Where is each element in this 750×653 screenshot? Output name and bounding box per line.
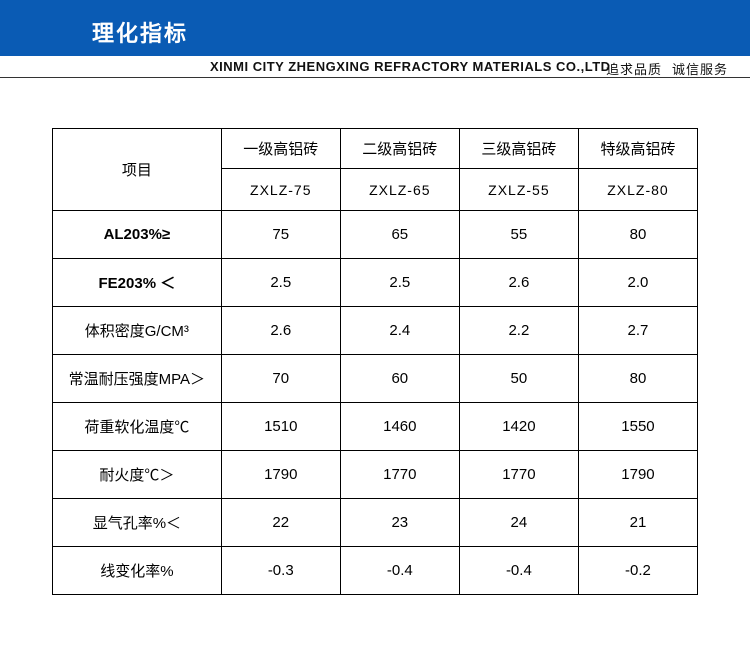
value-cell: 60 [340,355,459,403]
value-cell: -0.4 [459,547,578,595]
prop-cell: 荷重软化温度℃ [53,403,222,451]
header-bar: 理化指标 [0,0,750,56]
table-header-row-1: 项目 一级高铝砖 二级高铝砖 三级高铝砖 特级高铝砖 [53,129,698,169]
value-cell: 1420 [459,403,578,451]
value-cell: 50 [459,355,578,403]
value-cell: 55 [459,211,578,259]
table-row: 显气孔率%＜ 22 23 24 21 [53,499,698,547]
spec-table-wrap: 项目 一级高铝砖 二级高铝砖 三级高铝砖 特级高铝砖 ZXLZ-75 ZXLZ-… [52,128,698,595]
prop-cell: 显气孔率%＜ [53,499,222,547]
prop-cell: 常温耐压强度MPA＞ [53,355,222,403]
company-name: XINMI CITY ZHENGXING REFRACTORY MATERIAL… [210,59,611,74]
page-title: 理化指标 [92,16,188,48]
value-cell: 21 [578,499,697,547]
value-cell: 2.2 [459,307,578,355]
value-cell: 70 [221,355,340,403]
prop-cell: FE203% ＜ [53,259,222,307]
value-cell: 2.5 [221,259,340,307]
value-cell: 1510 [221,403,340,451]
value-cell: 1770 [459,451,578,499]
value-cell: 80 [578,355,697,403]
value-cell: 1770 [340,451,459,499]
grade-code: ZXLZ-75 [221,169,340,211]
grade-code: ZXLZ-65 [340,169,459,211]
table-row: FE203% ＜ 2.5 2.5 2.6 2.0 [53,259,698,307]
grade-code: ZXLZ-55 [459,169,578,211]
value-cell: 80 [578,211,697,259]
prop-header: 项目 [53,129,222,211]
grade-label: 一级高铝砖 [221,129,340,169]
slogan-2: 诚信服务 [672,62,728,77]
value-cell: 2.5 [340,259,459,307]
grade-label: 二级高铝砖 [340,129,459,169]
value-cell: 22 [221,499,340,547]
value-cell: 1790 [221,451,340,499]
value-cell: -0.2 [578,547,697,595]
value-cell: 2.0 [578,259,697,307]
grade-code: ZXLZ-80 [578,169,697,211]
prop-cell: 线变化率% [53,547,222,595]
value-cell: 23 [340,499,459,547]
grade-label: 特级高铝砖 [578,129,697,169]
prop-cell: 耐火度℃＞ [53,451,222,499]
slogan-1: 追求品质 [606,62,662,77]
value-cell: -0.3 [221,547,340,595]
value-cell: 24 [459,499,578,547]
value-cell: 2.7 [578,307,697,355]
value-cell: -0.4 [340,547,459,595]
value-cell: 2.6 [221,307,340,355]
value-cell: 2.4 [340,307,459,355]
table-row: AL203%≥ 75 65 55 80 [53,211,698,259]
value-cell: 1550 [578,403,697,451]
table-row: 常温耐压强度MPA＞ 70 60 50 80 [53,355,698,403]
table-row: 线变化率% -0.3 -0.4 -0.4 -0.2 [53,547,698,595]
table-row: 耐火度℃＞ 1790 1770 1770 1790 [53,451,698,499]
value-cell: 1460 [340,403,459,451]
value-cell: 1790 [578,451,697,499]
grade-label: 三级高铝砖 [459,129,578,169]
slogan: 追求品质诚信服务 [596,59,728,78]
table-row: 荷重软化温度℃ 1510 1460 1420 1550 [53,403,698,451]
table-row: 体积密度G/CM³ 2.6 2.4 2.2 2.7 [53,307,698,355]
value-cell: 2.6 [459,259,578,307]
sub-header-line: XINMI CITY ZHENGXING REFRACTORY MATERIAL… [0,56,750,78]
prop-cell: 体积密度G/CM³ [53,307,222,355]
spec-table: 项目 一级高铝砖 二级高铝砖 三级高铝砖 特级高铝砖 ZXLZ-75 ZXLZ-… [52,128,698,595]
value-cell: 65 [340,211,459,259]
prop-cell: AL203%≥ [53,211,222,259]
value-cell: 75 [221,211,340,259]
